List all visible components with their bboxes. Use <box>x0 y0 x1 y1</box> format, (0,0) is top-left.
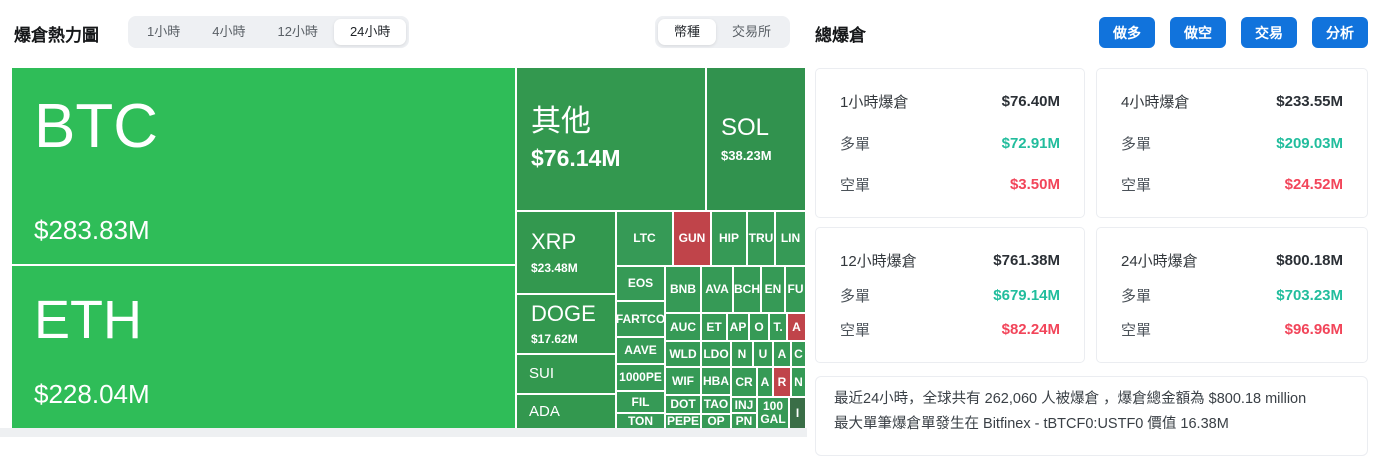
tab-1h[interactable]: 1小時 <box>147 24 181 39</box>
treemap-tile-TON[interactable]: TON <box>617 414 664 428</box>
treemap-tile-100-GAL[interactable]: 100 GAL <box>758 398 788 428</box>
short-value: $96.96M <box>1284 321 1343 338</box>
treemap-tile-O[interactable]: O <box>750 314 768 340</box>
time-range-tabs: 1小時 4小時 12小時 24小時 <box>128 16 410 48</box>
tab-12h[interactable]: 12小時 <box>277 24 318 39</box>
card-title: 12小時爆倉 <box>840 253 917 270</box>
treemap-tile-N[interactable]: N <box>732 342 752 366</box>
card-total: $800.18M <box>1276 252 1343 269</box>
card-total: $233.55M <box>1276 93 1343 110</box>
treemap: BTC $283.83M ETH $228.04M 其他 $76.14M SOL $38.23… <box>12 68 805 428</box>
treemap-tile-SUI[interactable]: SUI <box>517 355 615 393</box>
page-title: 爆倉熱力圖 <box>14 26 99 45</box>
card-total: $761.38M <box>993 252 1060 269</box>
treemap-tile-BTC[interactable]: BTC $283.83M <box>12 68 515 264</box>
short-label: 空單 <box>840 177 871 194</box>
liq-card-1h: 1小時爆倉 $76.40M 多單 $72.91M 空單 $3.50M <box>815 68 1085 218</box>
liquidation-summary: 最近24小時，全球共有 262,060 人被爆倉 ，爆倉總金額為 $800.18… <box>815 376 1368 456</box>
treemap-tile-T.[interactable]: T. <box>770 314 786 340</box>
treemap-tile-ETH[interactable]: ETH $228.04M <box>12 266 515 428</box>
analyze-button[interactable]: 分析 <box>1312 17 1368 48</box>
tab-24h[interactable]: 24小時 <box>333 19 407 45</box>
toggle-exchange[interactable]: 交易所 <box>732 24 772 39</box>
long-label: 多單 <box>1121 287 1152 305</box>
treemap-tile-OP[interactable]: OP <box>702 415 730 428</box>
total-liquidation-title: 總爆倉 <box>815 26 866 45</box>
mode-toggle: 幣種 交易所 <box>655 16 791 48</box>
treemap-tile-TAO[interactable]: TAO <box>702 396 730 413</box>
treemap-tile-TRU[interactable]: TRU <box>748 212 774 265</box>
treemap-tile-LIN[interactable]: LIN <box>776 212 805 265</box>
treemap-tile-1000PE[interactable]: 1000PE <box>617 365 664 390</box>
treemap-tile-DOGE[interactable]: DOGE $17.62M <box>517 295 615 353</box>
treemap-tile-FIL[interactable]: FIL <box>617 392 664 412</box>
treemap-tile-SOL[interactable]: SOL $38.23M <box>707 68 805 210</box>
treemap-tile-AAVE[interactable]: AAVE <box>617 338 664 363</box>
treemap-tile-A[interactable]: A <box>758 368 772 396</box>
card-title: 24小時爆倉 <box>1121 253 1198 270</box>
short-button[interactable]: 做空 <box>1170 17 1226 48</box>
treemap-tile-AP[interactable]: AP <box>728 314 748 340</box>
treemap-tile-BNB[interactable]: BNB <box>666 267 700 312</box>
long-value: $72.91M <box>1001 134 1060 152</box>
action-buttons: 做多 做空 交易 分析 <box>1099 17 1368 48</box>
long-value: $679.14M <box>993 286 1060 304</box>
short-label: 空單 <box>840 322 871 339</box>
treemap-tile-I[interactable]: I <box>790 398 805 428</box>
short-value: $24.52M <box>1284 176 1343 193</box>
treemap-tile-FU[interactable]: FU <box>786 267 805 312</box>
treemap-tile-XRP[interactable]: XRP $23.48M <box>517 212 615 293</box>
treemap-tile-LTC[interactable]: LTC <box>617 212 672 265</box>
summary-line-2: 最大單筆爆倉單發生在 Bitfinex - tBTCF0:USTF0 價值 16… <box>834 416 1229 433</box>
card-total: $76.40M <box>1001 93 1060 110</box>
treemap-tile-BCH[interactable]: BCH <box>734 267 760 312</box>
treemap-tile-WLD[interactable]: WLD <box>666 342 700 366</box>
treemap-tile-ADA[interactable]: ADA <box>517 395 615 428</box>
liq-card-4h: 4小時爆倉 $233.55M 多單 $209.03M 空單 $24.52M <box>1096 68 1368 218</box>
treemap-tile-INJ[interactable]: INJ <box>732 398 756 412</box>
treemap-tile-LDO[interactable]: LDO <box>702 342 730 366</box>
treemap-tile-WIF[interactable]: WIF <box>666 368 700 394</box>
long-value: $209.03M <box>1276 134 1343 152</box>
treemap-tile-AVA[interactable]: AVA <box>702 267 732 312</box>
top-bar: 爆倉熱力圖 1小時 4小時 12小時 24小時 幣種 交易所 總爆倉 做多 做空… <box>0 0 1382 64</box>
treemap-tile-C[interactable]: C <box>792 342 805 366</box>
treemap-tile-R[interactable]: R <box>774 368 790 396</box>
long-label: 多單 <box>1121 135 1152 153</box>
treemap-tile-A[interactable]: A <box>774 342 790 366</box>
long-label: 多單 <box>840 287 871 305</box>
treemap-tile-DOT[interactable]: DOT <box>666 396 700 413</box>
treemap-tile-N[interactable]: N <box>792 368 805 396</box>
liq-card-24h: 24小時爆倉 $800.18M 多單 $703.23M 空單 $96.96M <box>1096 227 1368 363</box>
long-value: $703.23M <box>1276 286 1343 304</box>
bottom-strip <box>0 428 807 437</box>
card-title: 4小時爆倉 <box>1121 94 1190 111</box>
treemap-tile-CR[interactable]: CR <box>732 368 756 396</box>
toggle-coin[interactable]: 幣種 <box>658 19 717 45</box>
treemap-tile-HIP[interactable]: HIP <box>712 212 746 265</box>
long-button[interactable]: 做多 <box>1099 17 1155 48</box>
long-label: 多單 <box>840 135 871 153</box>
treemap-tile-EOS[interactable]: EOS <box>617 267 664 300</box>
treemap-tile-U[interactable]: U <box>754 342 772 366</box>
liq-card-12h: 12小時爆倉 $761.38M 多單 $679.14M 空單 $82.24M <box>815 227 1085 363</box>
treemap-tile-PN[interactable]: PN <box>732 414 756 428</box>
short-value: $3.50M <box>1009 176 1060 193</box>
treemap-tile-A[interactable]: A <box>788 314 805 340</box>
treemap-tile-EN[interactable]: EN <box>762 267 784 312</box>
short-value: $82.24M <box>1001 321 1060 338</box>
treemap-tile-AUC[interactable]: AUC <box>666 314 700 340</box>
card-title: 1小時爆倉 <box>840 94 909 111</box>
treemap-tile-HBA[interactable]: HBA <box>702 368 730 394</box>
short-label: 空單 <box>1121 177 1152 194</box>
tab-4h[interactable]: 4小時 <box>212 24 246 39</box>
treemap-tile-FARTCO[interactable]: FARTCO <box>617 302 664 336</box>
treemap-tile-PEPE[interactable]: PEPE <box>666 415 700 428</box>
treemap-tile-其他[interactable]: 其他 $76.14M <box>517 68 705 210</box>
summary-line-1: 最近24小時，全球共有 262,060 人被爆倉 ，爆倉總金額為 $800.18… <box>834 391 1307 407</box>
short-label: 空單 <box>1121 322 1152 339</box>
trade-button[interactable]: 交易 <box>1241 17 1297 48</box>
treemap-tile-GUN[interactable]: GUN <box>674 212 710 265</box>
treemap-tile-ET[interactable]: ET <box>702 314 726 340</box>
